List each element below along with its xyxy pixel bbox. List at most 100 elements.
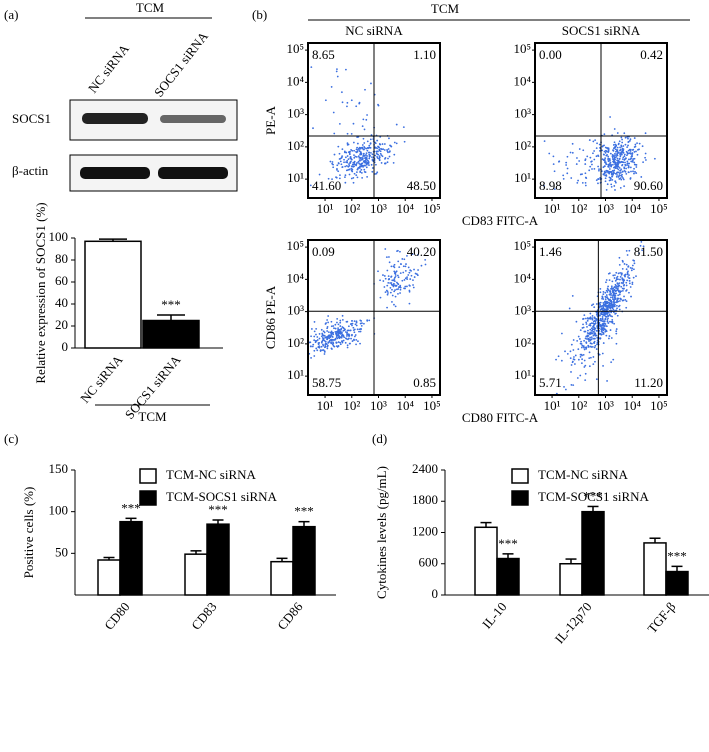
cell-dot (579, 173, 582, 176)
cell-dot (580, 343, 583, 345)
cell-dot (341, 340, 343, 342)
cell-dot (386, 293, 389, 296)
cell-dot (583, 346, 585, 349)
cell-dot (360, 324, 363, 327)
cell-dot (604, 298, 607, 301)
cell-dot (330, 334, 333, 337)
cell-dot (570, 384, 573, 386)
cell-dot (359, 330, 362, 333)
cell-dot (616, 159, 618, 162)
group-label: TCM (138, 409, 167, 424)
cell-dot (352, 329, 355, 332)
cell-dot (395, 285, 397, 288)
cell-dot (395, 142, 398, 145)
cell-dot (614, 189, 616, 191)
x-tick-label: 10⁴ (396, 398, 414, 413)
cell-dot (332, 325, 335, 327)
cell-dot (398, 266, 401, 269)
cell-dot (360, 164, 363, 167)
cell-dot (633, 167, 635, 170)
cell-dot (310, 335, 312, 338)
cell-dot (610, 173, 613, 176)
cell-dot (371, 158, 374, 161)
cell-dot (356, 328, 359, 331)
cell-dot (327, 331, 330, 334)
cell-dot (601, 352, 604, 355)
cell-dot (337, 170, 340, 173)
cell-dot (330, 342, 333, 345)
cell-dot (627, 144, 629, 147)
cell-dot (400, 263, 402, 266)
cell-dot (614, 152, 616, 155)
cell-dot (565, 164, 568, 166)
cell-dot (640, 176, 643, 178)
cell-dot (366, 140, 369, 143)
cell-dot (377, 270, 379, 273)
cell-dot (592, 303, 595, 306)
bar (184, 553, 208, 596)
cell-dot (388, 261, 391, 264)
cell-dot (596, 329, 599, 332)
cell-dot (609, 290, 611, 293)
cell-dot (625, 284, 628, 287)
bar (119, 520, 143, 596)
cell-dot (367, 159, 369, 162)
cell-dot (623, 185, 626, 188)
cell-dot (388, 277, 390, 280)
cell-dot (612, 144, 615, 146)
cell-dot (323, 331, 326, 334)
cell-dot (374, 154, 377, 157)
cell-dot (613, 161, 615, 164)
cell-dot (407, 266, 410, 269)
cell-dot (604, 177, 607, 180)
cell-dot (604, 301, 607, 304)
cell-dot (625, 290, 627, 292)
cell-dot (628, 249, 631, 252)
cell-dot (614, 166, 617, 169)
cell-dot (587, 345, 590, 347)
y-tick-label: 10² (514, 138, 531, 153)
cell-dot (386, 306, 388, 309)
cell-dot (401, 258, 404, 260)
cell-dot (603, 133, 606, 136)
cell-dot (621, 289, 624, 292)
cell-dot (366, 155, 369, 157)
cell-dot (347, 143, 350, 146)
cell-dot (362, 152, 365, 155)
cell-dot (613, 286, 616, 288)
cell-dot (618, 166, 621, 169)
cell-dot (394, 275, 397, 277)
cell-dot (630, 157, 632, 160)
cell-dot (371, 170, 374, 173)
cell-dot (613, 172, 615, 175)
cell-dot (349, 157, 352, 160)
cell-dot (587, 329, 589, 332)
cell-dot (362, 118, 365, 121)
cell-dot (592, 322, 595, 325)
cell-dot (336, 331, 339, 334)
cell-dot (626, 154, 628, 157)
cell-dot (346, 101, 349, 104)
cell-dot (604, 291, 607, 294)
cell-dot (326, 327, 329, 330)
cell-dot (382, 148, 385, 151)
cell-dot (330, 86, 333, 88)
cell-dot (604, 303, 607, 305)
cell-dot (600, 311, 603, 314)
cell-dot (591, 315, 594, 317)
cell-dot (394, 289, 396, 291)
cell-dot (591, 163, 593, 166)
cell-dot (318, 341, 321, 344)
cell-dot (618, 282, 621, 285)
cell-dot (403, 140, 406, 143)
cell-dot (356, 136, 359, 139)
cell-dot (616, 307, 618, 310)
cell-dot (371, 167, 374, 169)
cell-dot (596, 326, 599, 329)
cell-dot (583, 330, 586, 333)
cell-dot (615, 328, 618, 330)
cell-dot (622, 178, 625, 181)
cell-dot (350, 167, 353, 170)
cell-dot (605, 325, 608, 327)
cell-dot (333, 153, 336, 156)
